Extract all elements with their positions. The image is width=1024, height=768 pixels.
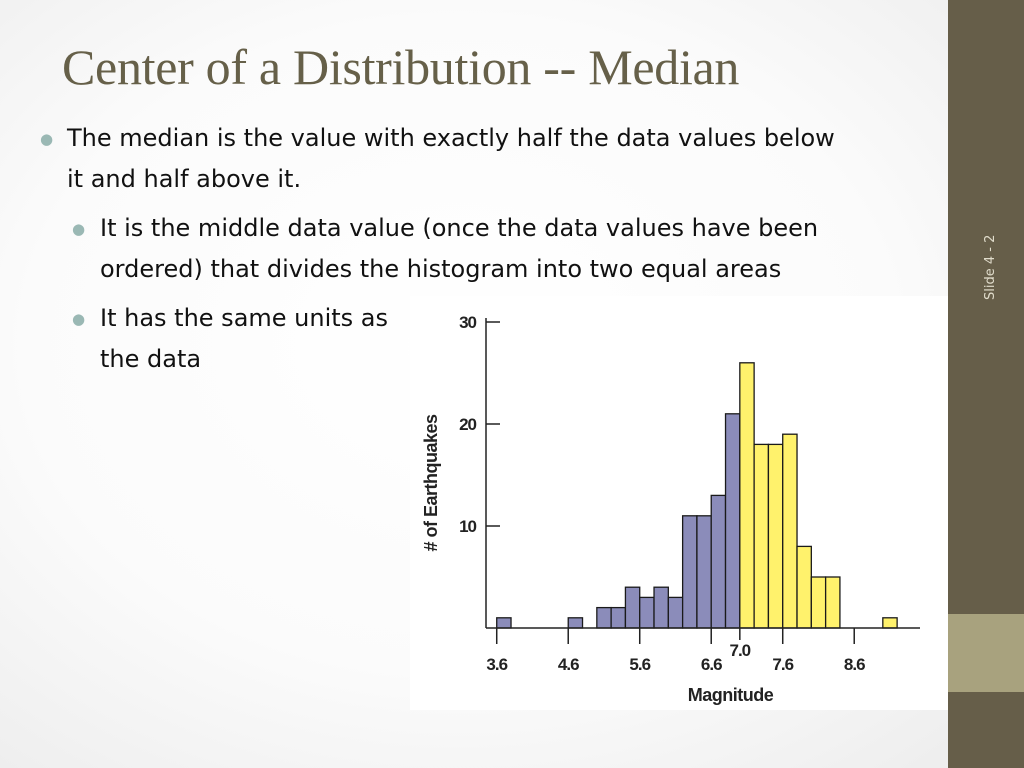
y-tick-label: 30 <box>459 313 476 332</box>
x-tick-label: 7.6 <box>772 655 793 674</box>
slide-title: Center of a Distribution -- Median <box>62 39 740 95</box>
histogram-bar <box>496 617 512 629</box>
histogram-bar <box>810 576 827 629</box>
sidebar-band <box>948 614 1024 692</box>
histogram-bar <box>653 586 669 629</box>
histogram-bar <box>724 413 741 629</box>
bullet-dot-icon: ● <box>40 130 54 148</box>
histogram-bar <box>782 433 798 629</box>
histogram-svg: 10 20 30 3.6 4.6 5.6 6.6 7.6 8.6 7.0 Magnitude # of… <box>421 313 920 705</box>
x-tick-label: 8.6 <box>844 655 865 674</box>
bullet-list: ● The median is the value with exactly h… <box>40 118 900 380</box>
histogram-bar <box>753 443 770 629</box>
bullet-sub-1: ● It is the middle data value (once the … <box>40 208 890 290</box>
histogram-bar <box>767 443 784 629</box>
x-axis-label: Magnitude <box>688 685 774 705</box>
bullet-main: ● The median is the value with exactly h… <box>40 118 857 200</box>
histogram-bar <box>596 606 612 629</box>
x-tick-label: 5.6 <box>629 655 650 674</box>
bullet-dot-icon: ● <box>72 310 86 328</box>
histogram-bar <box>882 617 898 629</box>
histogram-bar <box>667 596 684 629</box>
histogram-chart: 10 20 30 3.6 4.6 5.6 6.6 7.6 8.6 7.0 Magnitude # of… <box>410 296 948 710</box>
histogram-bar <box>567 617 584 629</box>
bullet-main-text: The median is the value with exactly hal… <box>67 124 835 193</box>
x-tick-label: 3.6 <box>486 655 507 674</box>
bullet-sub-2: ● It has the same units as the data <box>40 298 400 380</box>
histogram-bar <box>681 515 698 629</box>
y-axis-label: # of Earthquakes <box>421 414 441 552</box>
x-tick-label: 4.6 <box>558 655 579 674</box>
slide-number: Slide 4 - 2 <box>983 234 998 300</box>
bullet-sub-1-text: It is the middle data value (once the da… <box>100 214 819 283</box>
median-label: 7.0 <box>730 641 751 660</box>
histogram-bar <box>696 515 712 629</box>
bullet-dot-icon: ● <box>72 220 86 238</box>
histogram-bar <box>796 545 812 629</box>
y-tick-label: 10 <box>459 517 476 536</box>
histogram-bar <box>739 362 755 629</box>
histogram-bar <box>610 606 627 629</box>
bullet-sub-2-text: It has the same units as the data <box>100 304 389 373</box>
x-tick-label: 6.6 <box>701 655 722 674</box>
histogram-bar <box>710 494 727 629</box>
y-tick-label: 20 <box>459 415 476 434</box>
histogram-bar <box>639 596 655 629</box>
histogram-bar <box>824 576 841 629</box>
histogram-bar <box>624 586 641 629</box>
